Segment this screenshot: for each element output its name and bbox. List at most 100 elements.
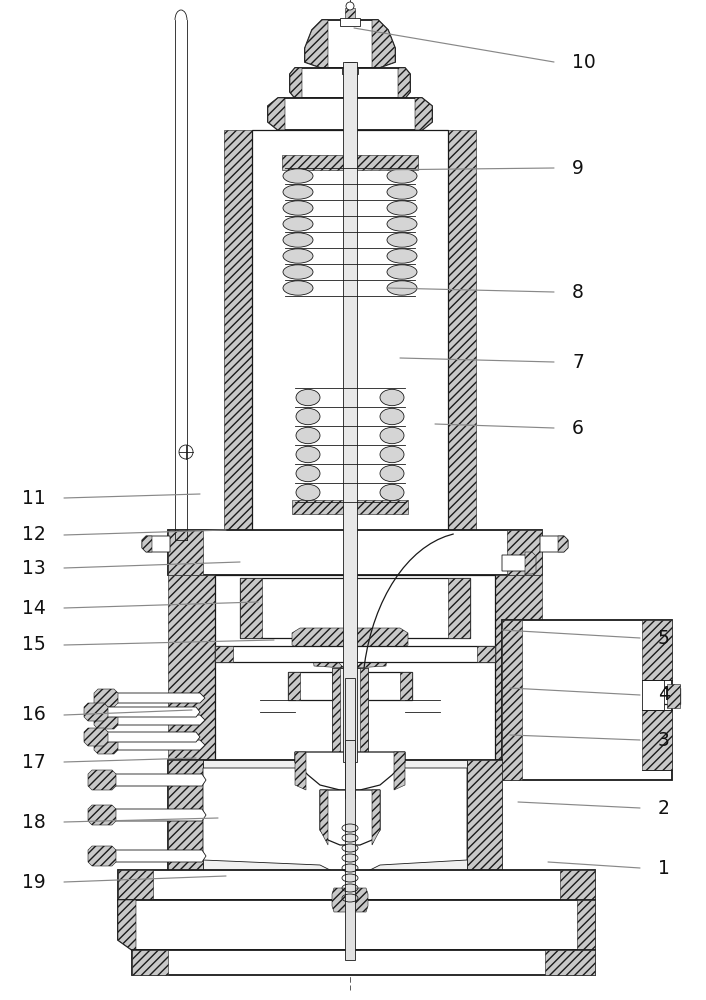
Polygon shape xyxy=(282,155,418,170)
Polygon shape xyxy=(96,732,200,742)
Polygon shape xyxy=(340,18,360,26)
Polygon shape xyxy=(118,870,595,900)
Ellipse shape xyxy=(283,233,313,247)
Polygon shape xyxy=(106,693,205,703)
Polygon shape xyxy=(400,672,412,700)
Text: 5: 5 xyxy=(658,629,670,648)
Polygon shape xyxy=(448,130,476,532)
Text: 3: 3 xyxy=(658,730,670,750)
Polygon shape xyxy=(558,536,568,552)
Polygon shape xyxy=(106,715,205,725)
Ellipse shape xyxy=(380,408,404,425)
Polygon shape xyxy=(343,62,357,762)
Polygon shape xyxy=(203,760,467,870)
Ellipse shape xyxy=(283,281,313,295)
Ellipse shape xyxy=(387,201,417,215)
Ellipse shape xyxy=(283,249,313,263)
Polygon shape xyxy=(332,668,368,760)
Polygon shape xyxy=(560,870,595,900)
Polygon shape xyxy=(132,950,595,975)
Ellipse shape xyxy=(283,201,313,215)
Polygon shape xyxy=(295,752,405,790)
Text: 15: 15 xyxy=(23,636,46,654)
Polygon shape xyxy=(667,684,680,708)
Polygon shape xyxy=(132,950,168,975)
Text: 14: 14 xyxy=(22,598,46,617)
Polygon shape xyxy=(84,728,108,746)
Text: 12: 12 xyxy=(23,526,46,544)
Polygon shape xyxy=(320,790,380,845)
Ellipse shape xyxy=(296,446,320,463)
Polygon shape xyxy=(312,638,388,668)
Polygon shape xyxy=(96,707,200,717)
Polygon shape xyxy=(215,575,495,760)
Polygon shape xyxy=(142,536,152,552)
Polygon shape xyxy=(268,98,285,130)
Text: 13: 13 xyxy=(23,558,46,578)
Ellipse shape xyxy=(387,169,417,183)
Polygon shape xyxy=(352,68,358,74)
Polygon shape xyxy=(203,768,467,875)
Polygon shape xyxy=(340,668,360,698)
Ellipse shape xyxy=(387,265,417,279)
Polygon shape xyxy=(525,552,536,574)
Polygon shape xyxy=(104,809,206,821)
Polygon shape xyxy=(288,672,300,700)
Ellipse shape xyxy=(380,446,404,463)
Polygon shape xyxy=(342,68,348,74)
Text: 8: 8 xyxy=(572,282,584,302)
Polygon shape xyxy=(305,20,395,68)
Ellipse shape xyxy=(380,465,404,482)
Polygon shape xyxy=(345,62,355,137)
Polygon shape xyxy=(290,68,302,98)
Polygon shape xyxy=(415,98,432,130)
Polygon shape xyxy=(292,500,408,514)
Polygon shape xyxy=(477,646,495,662)
Polygon shape xyxy=(142,536,170,552)
Polygon shape xyxy=(118,870,153,900)
Polygon shape xyxy=(448,578,470,638)
Polygon shape xyxy=(215,646,495,662)
Polygon shape xyxy=(332,888,368,912)
Ellipse shape xyxy=(283,169,313,183)
Polygon shape xyxy=(290,68,410,98)
Polygon shape xyxy=(312,638,344,668)
Polygon shape xyxy=(84,703,108,721)
Polygon shape xyxy=(642,710,672,770)
Polygon shape xyxy=(268,98,432,130)
Polygon shape xyxy=(240,578,470,638)
Polygon shape xyxy=(545,950,595,975)
Ellipse shape xyxy=(283,265,313,279)
Ellipse shape xyxy=(380,427,404,444)
Ellipse shape xyxy=(296,427,320,444)
Polygon shape xyxy=(94,736,118,754)
Polygon shape xyxy=(320,790,328,845)
Ellipse shape xyxy=(380,389,404,406)
Ellipse shape xyxy=(283,217,313,231)
Ellipse shape xyxy=(346,2,354,10)
Text: 7: 7 xyxy=(572,353,584,371)
Text: 1: 1 xyxy=(658,858,670,878)
Polygon shape xyxy=(295,752,306,790)
Text: 10: 10 xyxy=(572,52,596,72)
Polygon shape xyxy=(240,578,262,638)
Polygon shape xyxy=(88,770,116,790)
Ellipse shape xyxy=(387,249,417,263)
Polygon shape xyxy=(356,638,388,668)
Text: 18: 18 xyxy=(23,812,46,832)
Polygon shape xyxy=(94,711,118,729)
Polygon shape xyxy=(507,530,542,575)
Polygon shape xyxy=(118,900,136,950)
Ellipse shape xyxy=(387,281,417,295)
Polygon shape xyxy=(642,620,672,680)
Ellipse shape xyxy=(296,484,320,501)
Polygon shape xyxy=(168,530,542,575)
Polygon shape xyxy=(577,900,595,950)
Polygon shape xyxy=(292,628,408,655)
Polygon shape xyxy=(252,130,448,532)
Polygon shape xyxy=(215,646,233,662)
Polygon shape xyxy=(94,689,118,707)
Ellipse shape xyxy=(296,408,320,425)
Polygon shape xyxy=(118,900,595,950)
Ellipse shape xyxy=(296,389,320,406)
